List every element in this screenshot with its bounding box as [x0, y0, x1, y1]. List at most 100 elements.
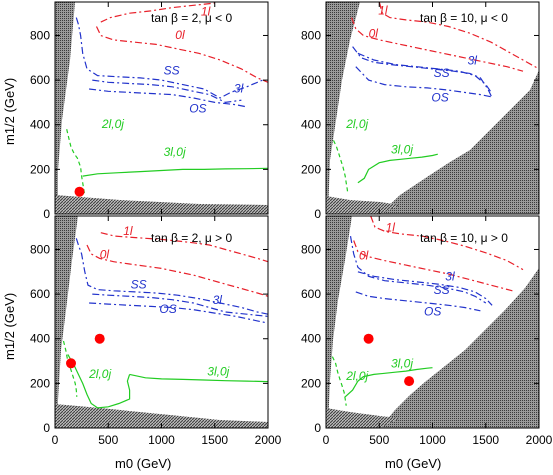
y-tick-label: 800 [301, 28, 321, 42]
x-axis-title-right: m0 (GeV) [385, 456, 441, 471]
series-line-3l-0j [357, 153, 438, 184]
series-label: 3l,0j [207, 365, 229, 379]
series-line-ss [75, 17, 263, 99]
series-line-0l [351, 17, 524, 72]
series-line-1l [100, 2, 215, 23]
series-line-os [89, 88, 247, 108]
y-tick-label: 400 [301, 118, 321, 132]
series-label: 1l [378, 3, 388, 17]
y-tick-label: 800 [301, 242, 321, 256]
series-line-2l-0j [62, 340, 78, 397]
series-label: 3l,0j [391, 143, 413, 157]
series-label: 2l,0j [345, 117, 368, 131]
excluded-region-bottom [55, 404, 268, 428]
series-line-3l-0j [129, 373, 269, 383]
series-line-3l [357, 271, 493, 306]
y-tick-label: 600 [301, 287, 321, 301]
x-tick-label: 1500 [472, 433, 499, 447]
y-axis-title-bottom: m1/2 (GeV) [2, 293, 17, 360]
series-label: OS [431, 90, 448, 104]
series-line-3l-0j [344, 367, 433, 398]
panel-title: tan β = 10, μ > 0 [420, 231, 508, 245]
panel-title: tan β = 2, μ > 0 [151, 231, 233, 245]
y-tick-label: 0 [43, 421, 50, 435]
y-tick-label: 600 [30, 73, 50, 87]
series-line-2l-0j-branch [67, 354, 131, 409]
panel-title: tan β = 2, μ < 0 [151, 11, 233, 25]
x-tick-label: 500 [98, 433, 118, 447]
excluded-region-corner [380, 268, 539, 428]
series-label: 1l [386, 221, 396, 235]
y-tick-label: 400 [30, 332, 50, 346]
x-tick-label: 0 [52, 433, 59, 447]
series-line-2l-0j [331, 356, 347, 406]
excluded-region-left [55, 2, 75, 214]
panel-frame [54, 215, 269, 429]
series-label: 2l,0j [101, 117, 124, 131]
excluded-region-corner [380, 70, 539, 214]
series-label: 3l [213, 293, 223, 307]
series-line-ss [75, 238, 269, 315]
series-line-os [355, 66, 492, 98]
series-line-ss [349, 235, 487, 304]
series-label: 3l [468, 54, 478, 68]
y-tick-label: 800 [30, 28, 50, 42]
series-label: 3l [234, 81, 244, 95]
y-tick-label: 200 [301, 162, 321, 176]
x-tick-label: 2000 [526, 433, 553, 447]
y-axis-title-top: m1/2 (GeV) [2, 78, 17, 145]
series-label: SS [164, 64, 180, 78]
x-tick-label: 2000 [255, 433, 282, 447]
series-line-3l [92, 293, 269, 317]
excluded-region-left [326, 216, 352, 428]
series-line-2l-0j [66, 129, 86, 197]
series-label: SS [434, 66, 450, 80]
series-label: SS [131, 278, 147, 292]
y-tick-label: 200 [30, 376, 50, 390]
excluded-region-bottom [326, 408, 400, 428]
panel-bottom-left: 1l 0l SS 3l OS 2l,0j 3l,0j tan β = 2, μ > 0 0 2… [30, 215, 282, 447]
panel-frame [54, 1, 269, 215]
y-tick-label: 0 [314, 207, 321, 221]
series-line-0l [86, 244, 269, 297]
panel-top-right: 1l 0l SS 3l OS 2l,0j 3l,0j tan β = 10, μ < 0 0… [301, 1, 540, 221]
series-label: 2l,0j [88, 367, 111, 381]
x-tick-label: 1000 [148, 433, 175, 447]
benchmark-point [74, 186, 85, 197]
y-tick-label: 0 [314, 421, 321, 435]
series-label: 1l [201, 4, 211, 18]
series-label: 0l [100, 247, 110, 261]
benchmark-point [66, 358, 76, 369]
series-label: 0l [175, 28, 185, 42]
series-line-3l [357, 52, 493, 94]
y-tick-label: 600 [30, 287, 50, 301]
series-label: 0l [369, 27, 379, 41]
y-tick-label: 400 [30, 118, 50, 132]
series-label: 3l [445, 270, 455, 284]
series-line-3l-0j [82, 167, 269, 177]
series-label: 2l,0j [345, 369, 368, 383]
series-label: 0l [359, 249, 369, 263]
series-line-1l [100, 232, 269, 263]
series-label: 1l [123, 224, 133, 238]
series-line-0l [353, 240, 513, 292]
excluded-region-left [55, 216, 78, 428]
series-line-1l [370, 215, 524, 271]
y-tick-label: 0 [43, 207, 50, 221]
excluded-region-left [326, 2, 360, 214]
series-line-3l [92, 79, 242, 104]
x-tick-label: 500 [369, 433, 389, 447]
series-line-os [355, 291, 481, 312]
series-line-0l [95, 26, 269, 83]
x-axis-title-left: m0 (GeV) [115, 456, 171, 471]
series-label: 3l,0j [391, 357, 413, 371]
excluded-region-bottom [326, 196, 400, 214]
series-line-1l [378, 1, 540, 70]
series-label: SS [434, 283, 450, 297]
series-line-os [89, 302, 269, 324]
x-tick-label: 1500 [201, 433, 228, 447]
panel-top-left: 1l 0l SS 3l OS 2l,0j 3l,0j tan β = 2, μ < 0 0 2… [30, 1, 269, 221]
series-label: OS [189, 102, 206, 116]
